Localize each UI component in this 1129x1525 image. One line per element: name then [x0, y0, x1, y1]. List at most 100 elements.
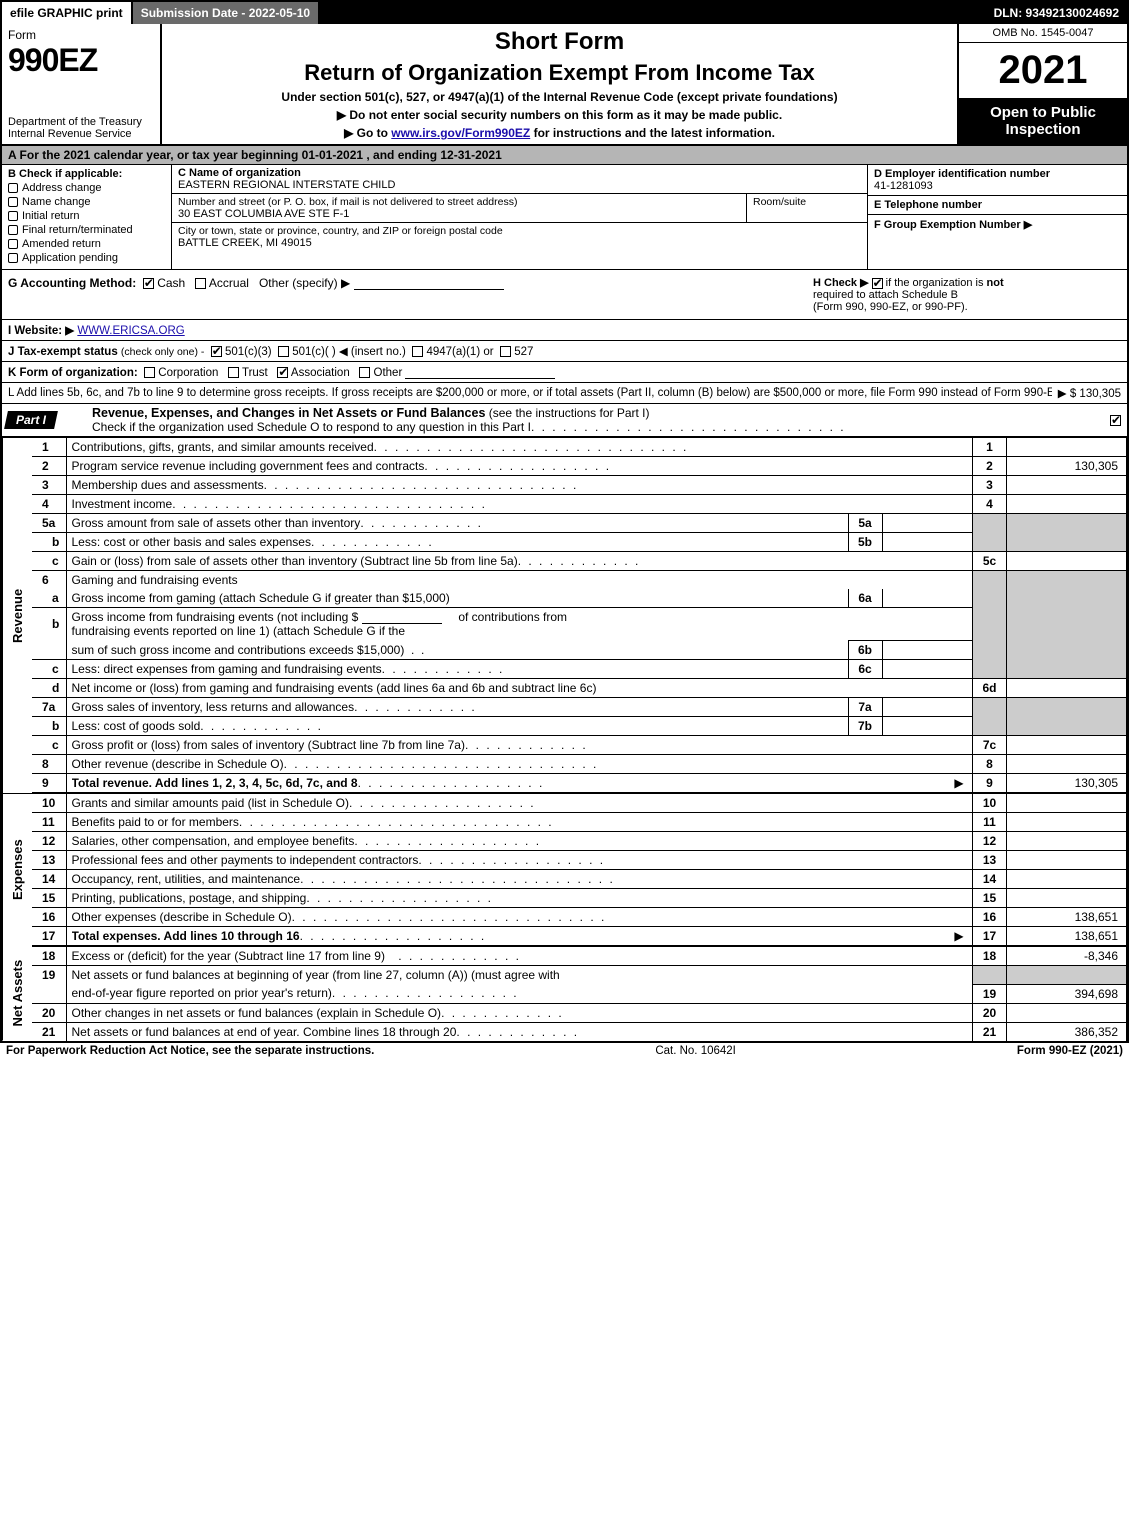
chk-trust[interactable]	[228, 367, 239, 378]
dots-icon	[398, 949, 967, 963]
submission-date-label: Submission Date - 2022-05-10	[133, 2, 320, 24]
line-5a-inval[interactable]	[882, 514, 972, 532]
line-14-val	[1007, 870, 1127, 889]
line-9-rlab: 9	[973, 774, 1007, 793]
chk-association[interactable]	[277, 367, 288, 378]
chk-final-return[interactable]	[8, 225, 18, 235]
chk-corporation[interactable]	[144, 367, 155, 378]
line-8-desc: Other revenue (describe in Schedule O)	[72, 757, 284, 771]
dln-label: DLN: 93492130024692	[986, 2, 1127, 24]
opt-initial-return: Initial return	[22, 210, 79, 222]
opt-final-return: Final return/terminated	[22, 224, 133, 236]
dots-icon	[358, 776, 951, 790]
line-8-num: 8	[32, 755, 66, 774]
line-4-val	[1007, 495, 1127, 514]
line-6b-inval[interactable]	[882, 641, 972, 660]
line-6a-num: a	[32, 589, 66, 608]
part-1-title: Revenue, Expenses, and Changes in Net As…	[92, 406, 485, 420]
room-label: Room/suite	[753, 196, 806, 208]
opt-527: 527	[514, 346, 533, 358]
line-17-rlab: 17	[973, 927, 1007, 946]
line-11-val	[1007, 813, 1127, 832]
shaded-cell	[973, 698, 1007, 717]
line-9: 9 Total revenue. Add lines 1, 2, 3, 4, 5…	[32, 774, 1127, 793]
line-2-val: 130,305	[1007, 457, 1127, 476]
line-5c: c Gain or (loss) from sale of assets oth…	[32, 552, 1127, 571]
line-7a-inval[interactable]	[882, 698, 972, 716]
chk-cash[interactable]	[143, 278, 154, 289]
line-6c-inlab: 6c	[848, 660, 882, 678]
chk-amended-return[interactable]	[8, 239, 18, 249]
chk-name-change[interactable]	[8, 197, 18, 207]
dots-icon	[424, 459, 967, 473]
line-9-num: 9	[32, 774, 66, 793]
org-name-label: C Name of organization	[178, 167, 301, 179]
dots-icon	[300, 872, 967, 886]
goto-note: ▶ Go to www.irs.gov/Form990EZ for instru…	[344, 126, 775, 140]
opt-accrual: Accrual	[209, 276, 249, 290]
website-link[interactable]: WWW.ERICSA.ORG	[77, 325, 184, 337]
line-8-val	[1007, 755, 1127, 774]
line-6c-num: c	[32, 660, 66, 679]
line-18-desc: Excess or (deficit) for the year (Subtra…	[72, 949, 385, 963]
line-7a-desc: Gross sales of inventory, less returns a…	[72, 700, 355, 714]
line-6c: c Less: direct expenses from gaming and …	[32, 660, 1127, 679]
chk-schedule-o[interactable]	[1110, 415, 1121, 426]
other-org-input[interactable]	[405, 365, 555, 379]
dots-icon	[531, 420, 846, 434]
line-16-rlab: 16	[973, 908, 1007, 927]
line-6b-desc-mid: of contributions from	[458, 610, 567, 624]
chk-accrual[interactable]	[195, 278, 206, 289]
tax-year: 2021	[959, 43, 1127, 98]
netassets-table: 18Excess or (deficit) for the year (Subt…	[32, 946, 1127, 1041]
opt-address-change: Address change	[22, 182, 102, 194]
chk-application-pending[interactable]	[8, 253, 18, 263]
line-4: 4 Investment income 4	[32, 495, 1127, 514]
line-6c-inval[interactable]	[882, 660, 972, 678]
line-5a-inlab: 5a	[848, 514, 882, 532]
other-specify-input[interactable]	[354, 276, 504, 290]
line-7b-num: b	[32, 717, 66, 736]
line-6b-amount-input[interactable]	[362, 610, 442, 624]
line-17: 17Total expenses. Add lines 10 through 1…	[32, 927, 1127, 946]
line-2: 2 Program service revenue including gove…	[32, 457, 1127, 476]
line-11: 11Benefits paid to or for members11	[32, 813, 1127, 832]
opt-cash: Cash	[157, 276, 185, 290]
line-15-num: 15	[32, 889, 66, 908]
line-1-num: 1	[32, 438, 66, 457]
shaded-cell	[1007, 514, 1127, 533]
chk-501c[interactable]	[278, 346, 289, 357]
dots-icon	[200, 719, 842, 733]
line-20-val	[1007, 1003, 1127, 1022]
line-7b-desc: Less: cost of goods sold	[72, 719, 201, 733]
line-7b-inval[interactable]	[882, 717, 972, 735]
line-6a-desc: Gross income from gaming (attach Schedul…	[67, 589, 849, 607]
opt-other-specify: Other (specify) ▶	[259, 276, 350, 290]
header-center: Short Form Return of Organization Exempt…	[162, 24, 957, 144]
irs-link[interactable]: www.irs.gov/Form990EZ	[391, 126, 530, 140]
line-8-rlab: 8	[973, 755, 1007, 774]
website-label: I Website: ▶	[8, 325, 74, 337]
chk-4947[interactable]	[412, 346, 423, 357]
revenue-section: Revenue 1 Contributions, gifts, grants, …	[2, 437, 1127, 793]
city-label: City or town, state or province, country…	[178, 225, 503, 237]
chk-address-change[interactable]	[8, 183, 18, 193]
line-20-desc: Other changes in net assets or fund bala…	[72, 1006, 442, 1020]
chk-initial-return[interactable]	[8, 211, 18, 221]
shaded-cell	[973, 608, 1007, 641]
line-6a-inval[interactable]	[882, 589, 972, 607]
line-5b-inval[interactable]	[882, 533, 972, 551]
chk-other-org[interactable]	[359, 367, 370, 378]
chk-527[interactable]	[500, 346, 511, 357]
line-10-rlab: 10	[973, 794, 1007, 813]
line-12-num: 12	[32, 832, 66, 851]
opt-association: Association	[291, 367, 350, 379]
line-4-desc: Investment income	[72, 497, 173, 511]
row-k: K Form of organization: Corporation Trus…	[2, 362, 1127, 383]
line-2-rlab: 2	[973, 457, 1007, 476]
chk-schedule-b[interactable]	[872, 278, 883, 289]
dots-icon	[441, 1006, 967, 1020]
row-h-not: not	[987, 277, 1004, 289]
chk-501c3[interactable]	[211, 346, 222, 357]
line-6d-rlab: 6d	[973, 679, 1007, 698]
